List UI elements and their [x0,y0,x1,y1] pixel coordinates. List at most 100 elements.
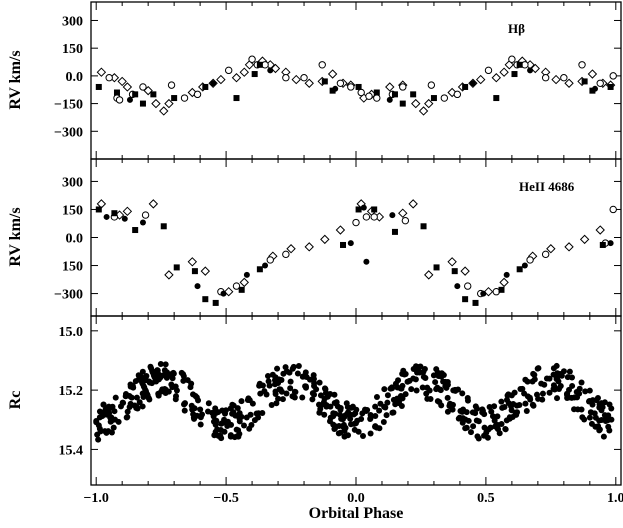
point-rc-circle-filled [162,361,169,368]
y-tick-label-heii: 300 [62,175,83,190]
point-hbeta-diamond-open [239,67,249,77]
point-rc-circle-filled [508,407,515,414]
point-rc-circle-filled [234,405,241,412]
point-rc-circle-filled [506,415,513,422]
point-rc-circle-filled [538,380,545,387]
point-hbeta-circle-open [453,90,462,99]
point-rc-circle-filled [367,430,374,437]
point-hbeta-diamond-open [304,78,314,88]
point-heii-diamond-open [408,199,418,209]
point-rc-circle-filled [546,389,553,396]
point-heii-square-filled [391,228,398,235]
point-heii-square-filled [516,266,523,273]
ylabel-rc: Rc [7,391,24,410]
point-rc-circle-filled [355,428,362,435]
point-heii-square-filled [451,268,458,275]
point-rc-circle-filled [358,416,365,423]
point-hbeta-circle-open [300,74,308,82]
point-hbeta-diamond-open [96,67,107,77]
point-hbeta-square-filled [202,83,209,90]
point-hbeta-circle-open [357,88,365,97]
point-rc-circle-filled [492,423,499,430]
ylabel-hbeta: RV km/s [7,50,24,109]
point-heii-circle-filled [454,283,461,290]
point-rc-circle-filled [531,376,538,383]
point-rc-circle-filled [404,378,411,385]
point-rc-circle-filled [498,398,505,405]
point-rc-circle-filled [502,426,509,433]
x-tick-label: 0.0 [347,491,365,506]
point-hbeta-diamond-open [327,69,338,79]
point-heii-diamond-open [483,286,494,297]
point-rc-circle-filled [140,393,147,400]
point-rc-circle-filled [496,430,503,437]
point-rc-circle-filled [576,390,583,397]
point-heii-circle-open [282,250,290,259]
point-hbeta-diamond-open [187,87,198,98]
point-hbeta-square-filled [430,95,437,102]
point-heii-square-filled [95,206,102,213]
point-rc-circle-filled [427,396,434,403]
point-rc-circle-filled [455,415,462,422]
point-hbeta-circle-open [282,74,290,82]
point-hbeta-square-filled [511,71,518,78]
point-heii-circle-filled [480,290,487,297]
point-rc-circle-filled [310,372,317,379]
point-rc-circle-filled [180,377,187,384]
point-rc-circle-filled [550,365,557,372]
point-heii-circle-filled [139,219,146,226]
point-heii-square-filled [256,266,263,273]
point-rc-circle-filled [513,409,520,416]
point-rc-circle-filled [127,381,134,388]
point-rc-circle-filled [275,379,282,386]
marks-hbeta [95,55,617,116]
point-rc-circle-filled [132,378,139,385]
point-hbeta-circle-open [578,61,586,69]
y-tick-label-hbeta: 150 [62,42,83,57]
point-rc-circle-filled [157,360,164,367]
point-rc-circle-filled [408,386,415,393]
x-tick-label: −1.0 [83,491,108,506]
point-rc-circle-filled [337,406,344,413]
point-rc-circle-filled [578,379,585,386]
point-hbeta-diamond-open [587,69,598,79]
point-rc-circle-filled [472,410,479,417]
point-hbeta-square-filled [321,78,328,85]
point-hbeta-circle-filled [527,67,534,74]
point-hbeta-circle-filled [592,85,599,92]
point-heii-diamond-open [595,225,605,235]
point-rc-circle-filled [229,401,236,408]
point-rc-circle-filled [287,378,294,385]
x-tick-label: −0.5 [213,491,238,506]
point-rc-circle-filled [550,385,557,392]
point-rc-circle-filled [579,414,586,421]
point-hbeta-circle-open [484,66,493,75]
point-hbeta-circle-filled [210,80,217,87]
point-rc-circle-filled [555,378,562,385]
point-rc-circle-filled [444,408,451,415]
point-heii-circle-filled [607,240,614,247]
point-rc-circle-filled [526,394,533,401]
annotation-heii: HeII 4686 [519,179,575,194]
point-heii-diamond-open [148,199,159,209]
point-hbeta-square-filled [171,95,178,102]
point-hbeta-diamond-open [151,98,161,109]
panel-rc: Rc 15.0 15.2 15.4 [7,315,622,486]
point-rc-circle-filled [205,400,212,407]
point-rc-circle-filled [321,411,328,418]
point-rc-circle-filled [111,416,118,423]
point-heii-circle-filled [347,240,354,247]
point-rc-circle-filled [109,403,116,410]
point-heii-square-filled [340,241,347,248]
point-rc-circle-filled [311,383,318,390]
point-heii-diamond-open [499,277,509,288]
point-hbeta-square-filled [256,61,263,68]
point-rc-circle-filled [568,394,575,401]
point-heii-diamond-open [424,270,434,280]
point-rc-circle-filled [530,370,537,377]
point-rc-circle-filled [511,389,518,396]
point-rc-circle-filled [222,407,229,414]
point-hbeta-circle-open [336,79,345,87]
point-rc-circle-filled [485,426,492,433]
point-rc-circle-filled [331,400,338,407]
